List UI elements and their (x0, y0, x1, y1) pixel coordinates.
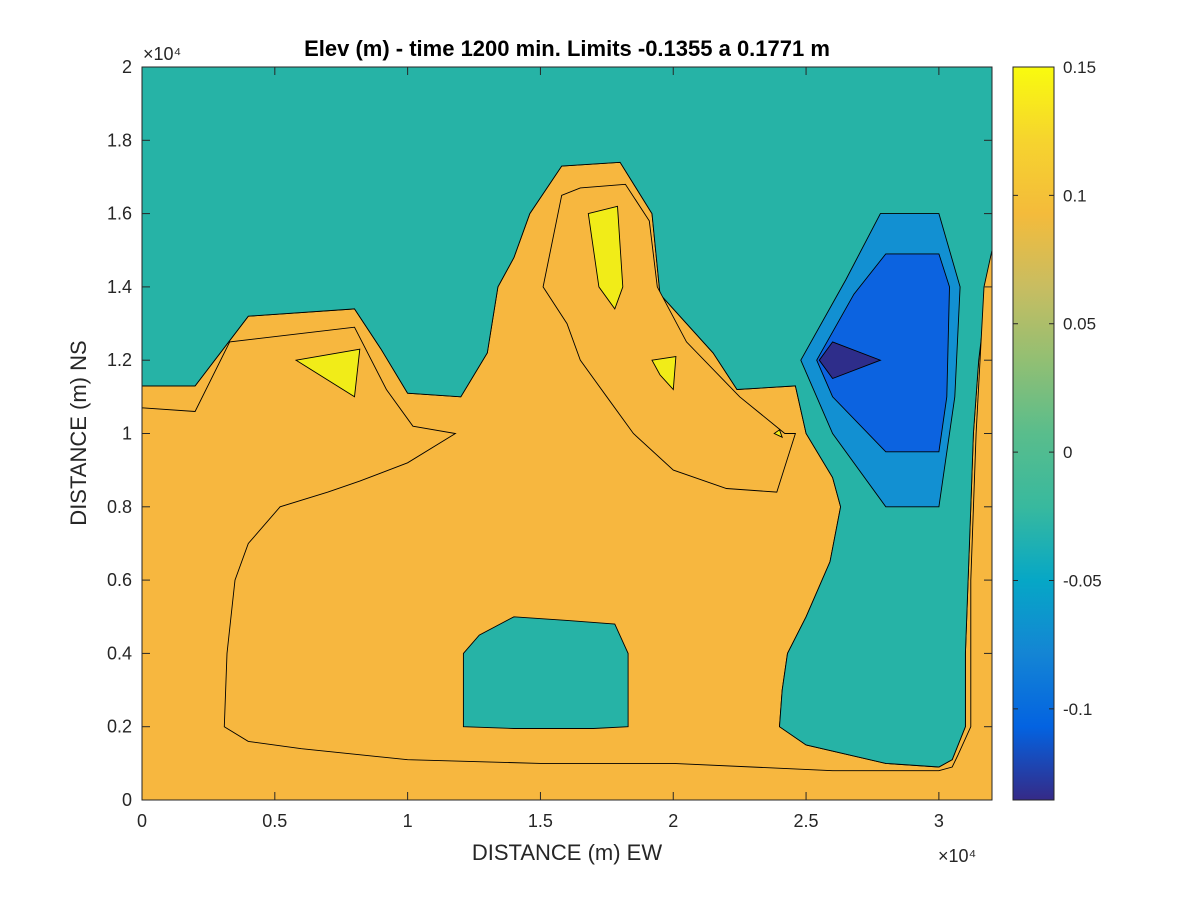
colorbar-tick-label: 0.15 (1063, 58, 1096, 77)
colorbar-tick-label: 0.1 (1063, 186, 1087, 205)
contour-region-5 (818, 341, 882, 380)
x-axis-title: DISTANCE (m) EW (472, 840, 662, 865)
x-tick-label: 0.5 (262, 811, 287, 831)
colorbar-ticks: 0.15 0.1 0.05 0 -0.05 -0.1 (1013, 58, 1102, 719)
contour-region-8 (462, 616, 629, 729)
y-tick-label: 1.6 (107, 204, 132, 224)
x-axis-ticks: 0 0.5 1 1.5 2 2.5 3 (137, 67, 944, 831)
y-axis-ticks: 0 0.2 0.4 0.6 0.8 1 1.2 1.4 1.6 1.8 2 (107, 57, 992, 810)
contour-region-11 (651, 355, 677, 391)
contour-region-10 (587, 205, 624, 310)
y-tick-label: 0 (122, 790, 132, 810)
y-tick-label: 0.2 (107, 717, 132, 737)
x-tick-label: 1.5 (528, 811, 553, 831)
y-tick-label: 1 (122, 424, 132, 444)
x-tick-label: 1 (403, 811, 413, 831)
x-tick-label: 2.5 (794, 811, 819, 831)
colorbar-tick-label: -0.1 (1063, 700, 1092, 719)
y-axis-title: DISTANCE (m) NS (66, 340, 91, 525)
colorbar-tick-label: 0.05 (1063, 315, 1096, 334)
colorbar (1012, 66, 1055, 801)
contour-region-2 (142, 67, 992, 768)
x-tick-label: 2 (668, 811, 678, 831)
contour-region-4 (816, 253, 950, 453)
chart-title: Elev (m) - time 1200 min. Limits -0.1355… (304, 36, 830, 61)
y-tick-label: 2 (122, 57, 132, 77)
colorbar-tick-label: 0 (1063, 443, 1072, 462)
y-exponent-label: ×10⁴ (143, 44, 181, 64)
colorbar-tick-label: -0.05 (1063, 571, 1102, 590)
x-tick-label: 0 (137, 811, 147, 831)
contour-region-9 (294, 348, 361, 398)
y-tick-label: 1.2 (107, 350, 132, 370)
y-tick-label: 0.6 (107, 570, 132, 590)
y-tick-label: 0.4 (107, 643, 132, 663)
contour-regions (142, 67, 992, 800)
y-tick-label: 0.8 (107, 497, 132, 517)
y-tick-label: 1.8 (107, 130, 132, 150)
x-tick-label: 3 (934, 811, 944, 831)
contour-region-12 (773, 429, 783, 439)
x-exponent-label: ×10⁴ (938, 846, 976, 866)
y-tick-label: 1.4 (107, 277, 132, 297)
